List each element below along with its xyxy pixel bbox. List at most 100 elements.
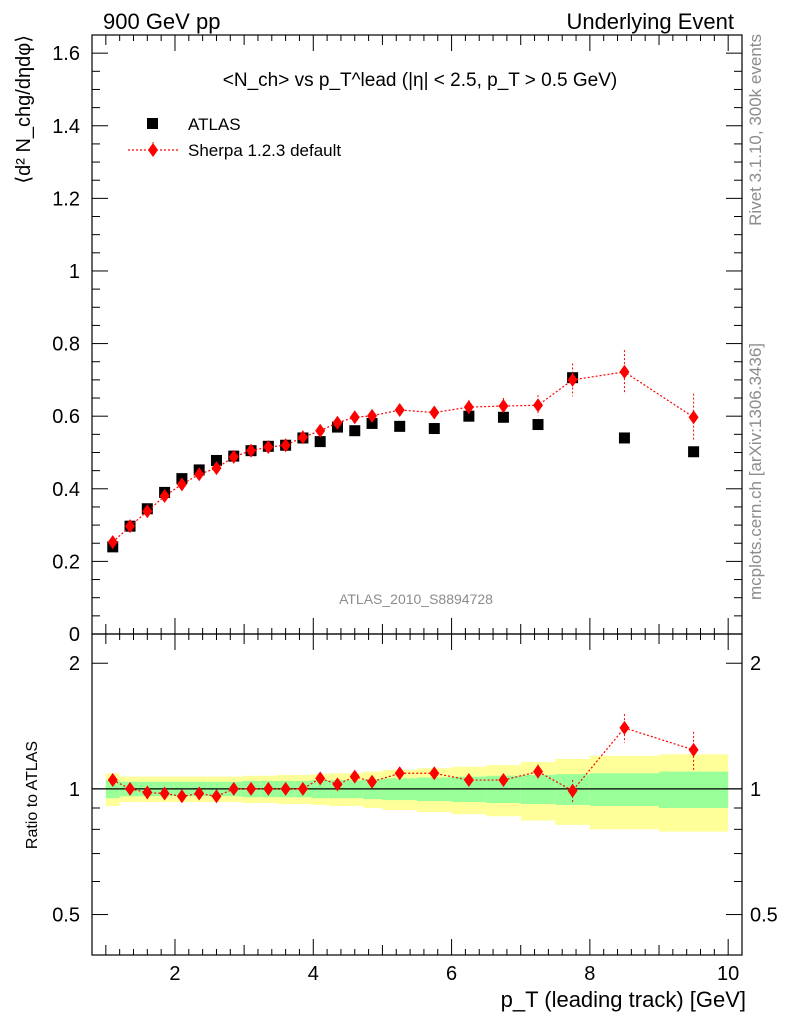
ratio-sherpa-point [125, 781, 136, 796]
sherpa-point [367, 408, 378, 423]
ratio-sherpa-point [567, 783, 578, 798]
main-y-tick-label: 1 [69, 261, 80, 283]
atlas-point [394, 420, 406, 432]
sherpa-point [567, 372, 578, 387]
sherpa-point [498, 399, 509, 414]
atlas-point [349, 425, 361, 437]
analysis-id-annotation: ATLAS_2010_S8894728 [339, 591, 493, 607]
side-label-bottom: mcplots.cern.ch [arXiv:1306.3436] [746, 343, 765, 600]
sherpa-point [619, 364, 630, 379]
sherpa-point [125, 519, 136, 534]
atlas-point [210, 454, 222, 466]
sherpa-point [429, 405, 440, 420]
sherpa-point [280, 438, 291, 453]
legend: ATLAS Sherpa 1.2.3 default [128, 115, 341, 160]
sherpa-point [176, 477, 187, 492]
main-plot-title: <N_ch> vs p_T^lead (|η| < 2.5, p_T > 0.5… [223, 70, 617, 91]
ratio-sherpa-point [280, 781, 291, 796]
main-y-tick-label: 1.6 [52, 43, 80, 65]
atlas-point [497, 411, 509, 423]
x-tick-label: 2 [169, 963, 180, 985]
ratio-sherpa-point [533, 764, 544, 779]
sherpa-point [142, 504, 153, 519]
ratio-sherpa-point [297, 781, 308, 796]
main-y-tick-label: 0.4 [52, 479, 80, 501]
sherpa-point [159, 489, 170, 504]
ratio-band-inner [589, 773, 660, 806]
ratio-sherpa-point [463, 773, 474, 788]
ratio-sherpa-point [367, 774, 378, 789]
ratio-sherpa-point [429, 766, 440, 781]
sherpa-point [533, 398, 544, 413]
atlas-point [618, 432, 630, 444]
ratio-y-axis-label: Ratio to ATLAS [24, 741, 41, 849]
main-plot: 0 0.2 0.4 0.6 0.8 1 1.2 1.4 1.6 <N_ch> vs p_T^lea… [13, 34, 743, 646]
ratio-sherpa-point [315, 771, 326, 786]
ratio-sherpa-point [211, 789, 222, 804]
sherpa-point [463, 400, 474, 415]
x-tick-label: 4 [308, 963, 319, 985]
ratio-sherpa-point [688, 742, 699, 757]
ratio-sherpa-point [107, 773, 118, 788]
ratio-sherpa-point [394, 766, 405, 781]
main-y-tick-label: 0.6 [52, 406, 80, 428]
ratio-y-tick-label-left: 0.5 [52, 905, 80, 927]
ratio-sherpa-point [263, 781, 274, 796]
sherpa-series [107, 350, 699, 550]
ratio-sherpa-point [159, 786, 170, 801]
ratio-sherpa-point [176, 789, 187, 804]
ratio-sherpa-point [349, 769, 360, 784]
x-tick-label: 6 [446, 963, 457, 985]
ratio-y-tick-label-left: 1 [69, 779, 80, 801]
sherpa-point [107, 535, 118, 550]
atlas-point [366, 417, 378, 429]
ratio-sherpa-point [142, 785, 153, 800]
ratio-y-tick-label-right: 1 [750, 779, 761, 801]
main-y-tick-label: 1.4 [52, 116, 80, 138]
ratio-frame [91, 633, 743, 956]
sherpa-point [263, 440, 274, 455]
header-left: 900 GeV pp [103, 9, 220, 34]
sherpa-point [315, 423, 326, 438]
atlas-point [314, 436, 326, 448]
sherpa-point [297, 430, 308, 445]
main-y-tick-label: 0.8 [52, 334, 80, 356]
sherpa-line [112, 371, 694, 543]
ratio-sherpa-point [619, 720, 630, 735]
x-axis-ticks [105, 35, 729, 955]
main-y-ticks [92, 34, 742, 635]
sherpa-point [228, 449, 239, 464]
legend-sherpa-label: Sherpa 1.2.3 default [188, 141, 341, 160]
sherpa-point [332, 415, 343, 430]
x-axis-label: p_T (leading track) [GeV] [501, 987, 746, 1012]
ratio-y-tick-label-right: 0.5 [750, 905, 778, 927]
main-y-axis-label: ⟨d² N_chg/dηdφ⟩ [13, 35, 35, 184]
sherpa-point [211, 461, 222, 476]
atlas-series [107, 372, 700, 553]
sherpa-point [194, 467, 205, 482]
ratio-y-ticks [92, 662, 742, 956]
atlas-point [428, 423, 440, 435]
ratio-y-tick-label-left: 2 [69, 653, 80, 675]
legend-atlas-marker [147, 118, 158, 129]
atlas-point [532, 419, 544, 431]
sherpa-point [246, 443, 257, 458]
main-y-tick-label: 1.2 [52, 188, 80, 210]
x-tick-label: 8 [584, 963, 595, 985]
sherpa-point [349, 410, 360, 425]
ratio-sherpa-point [228, 781, 239, 796]
side-label-top: Rivet 3.1.10, 300k events [746, 34, 765, 226]
atlas-point [463, 410, 475, 422]
ratio-band-inner [659, 771, 729, 808]
ratio-sherpa-point [332, 777, 343, 792]
ratio-sherpa-series [107, 714, 699, 804]
main-y-tick-label: 0.2 [52, 551, 80, 573]
atlas-point [688, 446, 700, 458]
legend-atlas-label: ATLAS [188, 115, 241, 134]
ratio-sherpa-point [246, 781, 257, 796]
x-tick-label: 10 [717, 963, 739, 985]
ratio-sherpa-point [194, 786, 205, 801]
main-y-tick-label: 0 [69, 624, 80, 646]
